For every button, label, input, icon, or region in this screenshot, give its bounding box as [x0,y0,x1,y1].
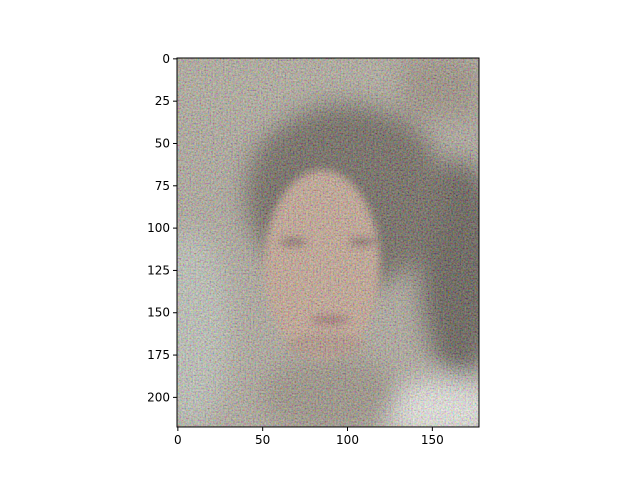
x-tick-label: 100 [336,433,359,447]
axes-frame [176,57,480,428]
y-tick-label: 100 [147,221,170,235]
y-tick-label: 50 [155,136,170,150]
y-tick-label: 200 [147,390,170,404]
image [177,58,479,427]
x-tick-label: 150 [421,433,444,447]
y-tick-label: 0 [162,52,170,66]
x-tick-label: 50 [255,433,270,447]
y-tick-label: 175 [147,348,170,362]
y-tick-label: 25 [155,94,170,108]
y-tick-label: 150 [147,306,170,320]
y-tick-label: 125 [147,263,170,277]
y-tick-label: 75 [155,179,170,193]
x-tick-label: 0 [174,433,182,447]
